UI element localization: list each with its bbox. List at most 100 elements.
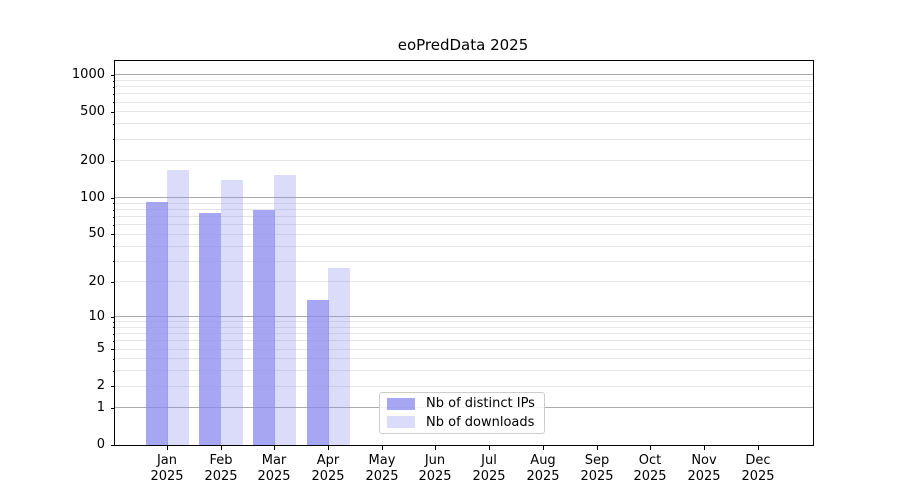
bar-nb-of-downloads-mar bbox=[274, 175, 296, 445]
y-tick-label-200: 200 bbox=[80, 153, 105, 168]
x-tick-aug bbox=[543, 446, 544, 450]
x-label-year-oct: 2025 bbox=[633, 468, 667, 484]
y-gridline-40 bbox=[115, 246, 813, 247]
x-tick-label-feb: Feb 2025 bbox=[193, 453, 249, 484]
y-tick-label-0: 0 bbox=[96, 437, 105, 452]
y-gridline-30 bbox=[115, 261, 813, 262]
y-gridline-6 bbox=[115, 340, 813, 341]
y-minor-tick-9 bbox=[112, 322, 115, 323]
x-label-year-feb: 2025 bbox=[204, 468, 238, 484]
bar-nb-of-downloads-feb bbox=[221, 180, 243, 445]
y-tick-label-2: 2 bbox=[96, 378, 105, 393]
x-label-year-may: 2025 bbox=[365, 468, 399, 484]
x-label-month-may: May bbox=[368, 453, 396, 468]
y-gridline-5 bbox=[115, 349, 813, 350]
y-gridline-400 bbox=[115, 123, 813, 124]
y-tick-1000 bbox=[111, 75, 115, 76]
legend-item-distinct-ips: Nb of distinct IPs bbox=[380, 396, 544, 412]
x-tick-label-oct: Oct 2025 bbox=[622, 453, 678, 484]
x-tick-jan bbox=[167, 446, 168, 450]
y-minor-tick-800 bbox=[112, 87, 115, 88]
y-gridline-70 bbox=[115, 216, 813, 217]
y-tick-label-5: 5 bbox=[96, 341, 105, 356]
y-tick-50 bbox=[111, 234, 115, 235]
y-minor-tick-6 bbox=[112, 341, 115, 342]
y-gridline-600 bbox=[115, 102, 813, 103]
y-minor-tick-30 bbox=[112, 261, 115, 262]
legend-label-distinct-ips: Nb of distinct IPs bbox=[426, 396, 535, 412]
x-label-month-jul: Jul bbox=[481, 453, 497, 468]
y-gridline-4 bbox=[115, 358, 813, 359]
y-gridline-80 bbox=[115, 209, 813, 210]
x-tick-jul bbox=[489, 446, 490, 450]
legend-swatch-downloads bbox=[387, 416, 415, 429]
legend-swatch-distinct-ips bbox=[387, 397, 415, 410]
y-gridline-9 bbox=[115, 321, 813, 322]
x-label-month-jan: Jan bbox=[156, 453, 178, 468]
y-tick-10 bbox=[111, 317, 115, 318]
bar-nb-of-distinct-ips-apr bbox=[307, 300, 329, 445]
y-gridline-200 bbox=[115, 160, 813, 161]
x-label-month-oct: Oct bbox=[638, 453, 662, 468]
x-label-year-dec: 2025 bbox=[741, 468, 775, 484]
plot-area: 0 1 2 5 10 20 50 100 200 500 1000 Jan 2025 Feb 2025 Mar… bbox=[72, 60, 814, 484]
y-gridline-900 bbox=[115, 80, 813, 81]
x-label-month-jun: Jun bbox=[424, 453, 446, 468]
y-gridline-800 bbox=[115, 86, 813, 87]
y-gridline-8 bbox=[115, 327, 813, 328]
x-tick-label-may: May 2025 bbox=[354, 453, 410, 484]
x-tick-sep bbox=[597, 446, 598, 450]
y-minor-tick-4 bbox=[112, 359, 115, 360]
y-minor-tick-300 bbox=[112, 139, 115, 140]
y-minor-tick-7 bbox=[112, 334, 115, 335]
y-minor-tick-400 bbox=[112, 124, 115, 125]
y-tick-20 bbox=[111, 282, 115, 283]
x-label-year-apr: 2025 bbox=[311, 468, 345, 484]
y-tick-label-10: 10 bbox=[88, 309, 105, 324]
bar-nb-of-downloads-jan bbox=[167, 170, 189, 445]
x-label-month-mar: Mar bbox=[261, 453, 287, 468]
y-tick-200 bbox=[111, 161, 115, 162]
legend: Nb of distinct IPs Nb of downloads bbox=[379, 392, 545, 434]
y-gridline-20 bbox=[115, 281, 813, 282]
y-tick-label-20: 20 bbox=[88, 274, 105, 289]
x-label-year-nov: 2025 bbox=[687, 468, 721, 484]
x-tick-label-jul: Jul 2025 bbox=[461, 453, 517, 484]
x-tick-jun bbox=[435, 446, 436, 450]
x-tick-label-jun: Jun 2025 bbox=[407, 453, 463, 484]
x-label-month-sep: Sep bbox=[584, 453, 610, 468]
y-tick-label-1000: 1000 bbox=[71, 67, 105, 82]
x-tick-label-jan: Jan 2025 bbox=[139, 453, 195, 484]
x-label-month-aug: Aug bbox=[530, 453, 556, 468]
y-tick-1 bbox=[111, 408, 115, 409]
x-label-year-jul: 2025 bbox=[472, 468, 506, 484]
x-tick-dec bbox=[758, 446, 759, 450]
x-tick-label-apr: Apr 2025 bbox=[300, 453, 356, 484]
legend-item-downloads: Nb of downloads bbox=[380, 415, 544, 431]
x-tick-nov bbox=[704, 446, 705, 450]
y-minor-tick-8 bbox=[112, 327, 115, 328]
y-minor-tick-90 bbox=[112, 203, 115, 204]
y-tick-0 bbox=[111, 445, 115, 446]
x-label-year-jan: 2025 bbox=[150, 468, 184, 484]
y-minor-tick-60 bbox=[112, 225, 115, 226]
x-tick-label-dec: Dec 2025 bbox=[730, 453, 786, 484]
bar-nb-of-distinct-ips-jan bbox=[146, 202, 168, 445]
y-tick-label-100: 100 bbox=[80, 190, 105, 205]
x-tick-mar bbox=[274, 446, 275, 450]
y-tick-100 bbox=[111, 198, 115, 199]
x-tick-label-nov: Nov 2025 bbox=[676, 453, 732, 484]
x-tick-label-sep: Sep 2025 bbox=[569, 453, 625, 484]
y-tick-500 bbox=[111, 112, 115, 113]
x-tick-label-mar: Mar 2025 bbox=[246, 453, 302, 484]
x-tick-oct bbox=[650, 446, 651, 450]
x-label-year-aug: 2025 bbox=[526, 468, 560, 484]
y-minor-tick-700 bbox=[112, 94, 115, 95]
x-label-year-jun: 2025 bbox=[418, 468, 452, 484]
chart-title: eoPredData 2025 bbox=[397, 36, 529, 54]
y-tick-label-1: 1 bbox=[96, 400, 105, 415]
y-tick-5 bbox=[111, 349, 115, 350]
y-gridline-3 bbox=[115, 370, 813, 371]
y-gridline-50 bbox=[115, 234, 813, 235]
